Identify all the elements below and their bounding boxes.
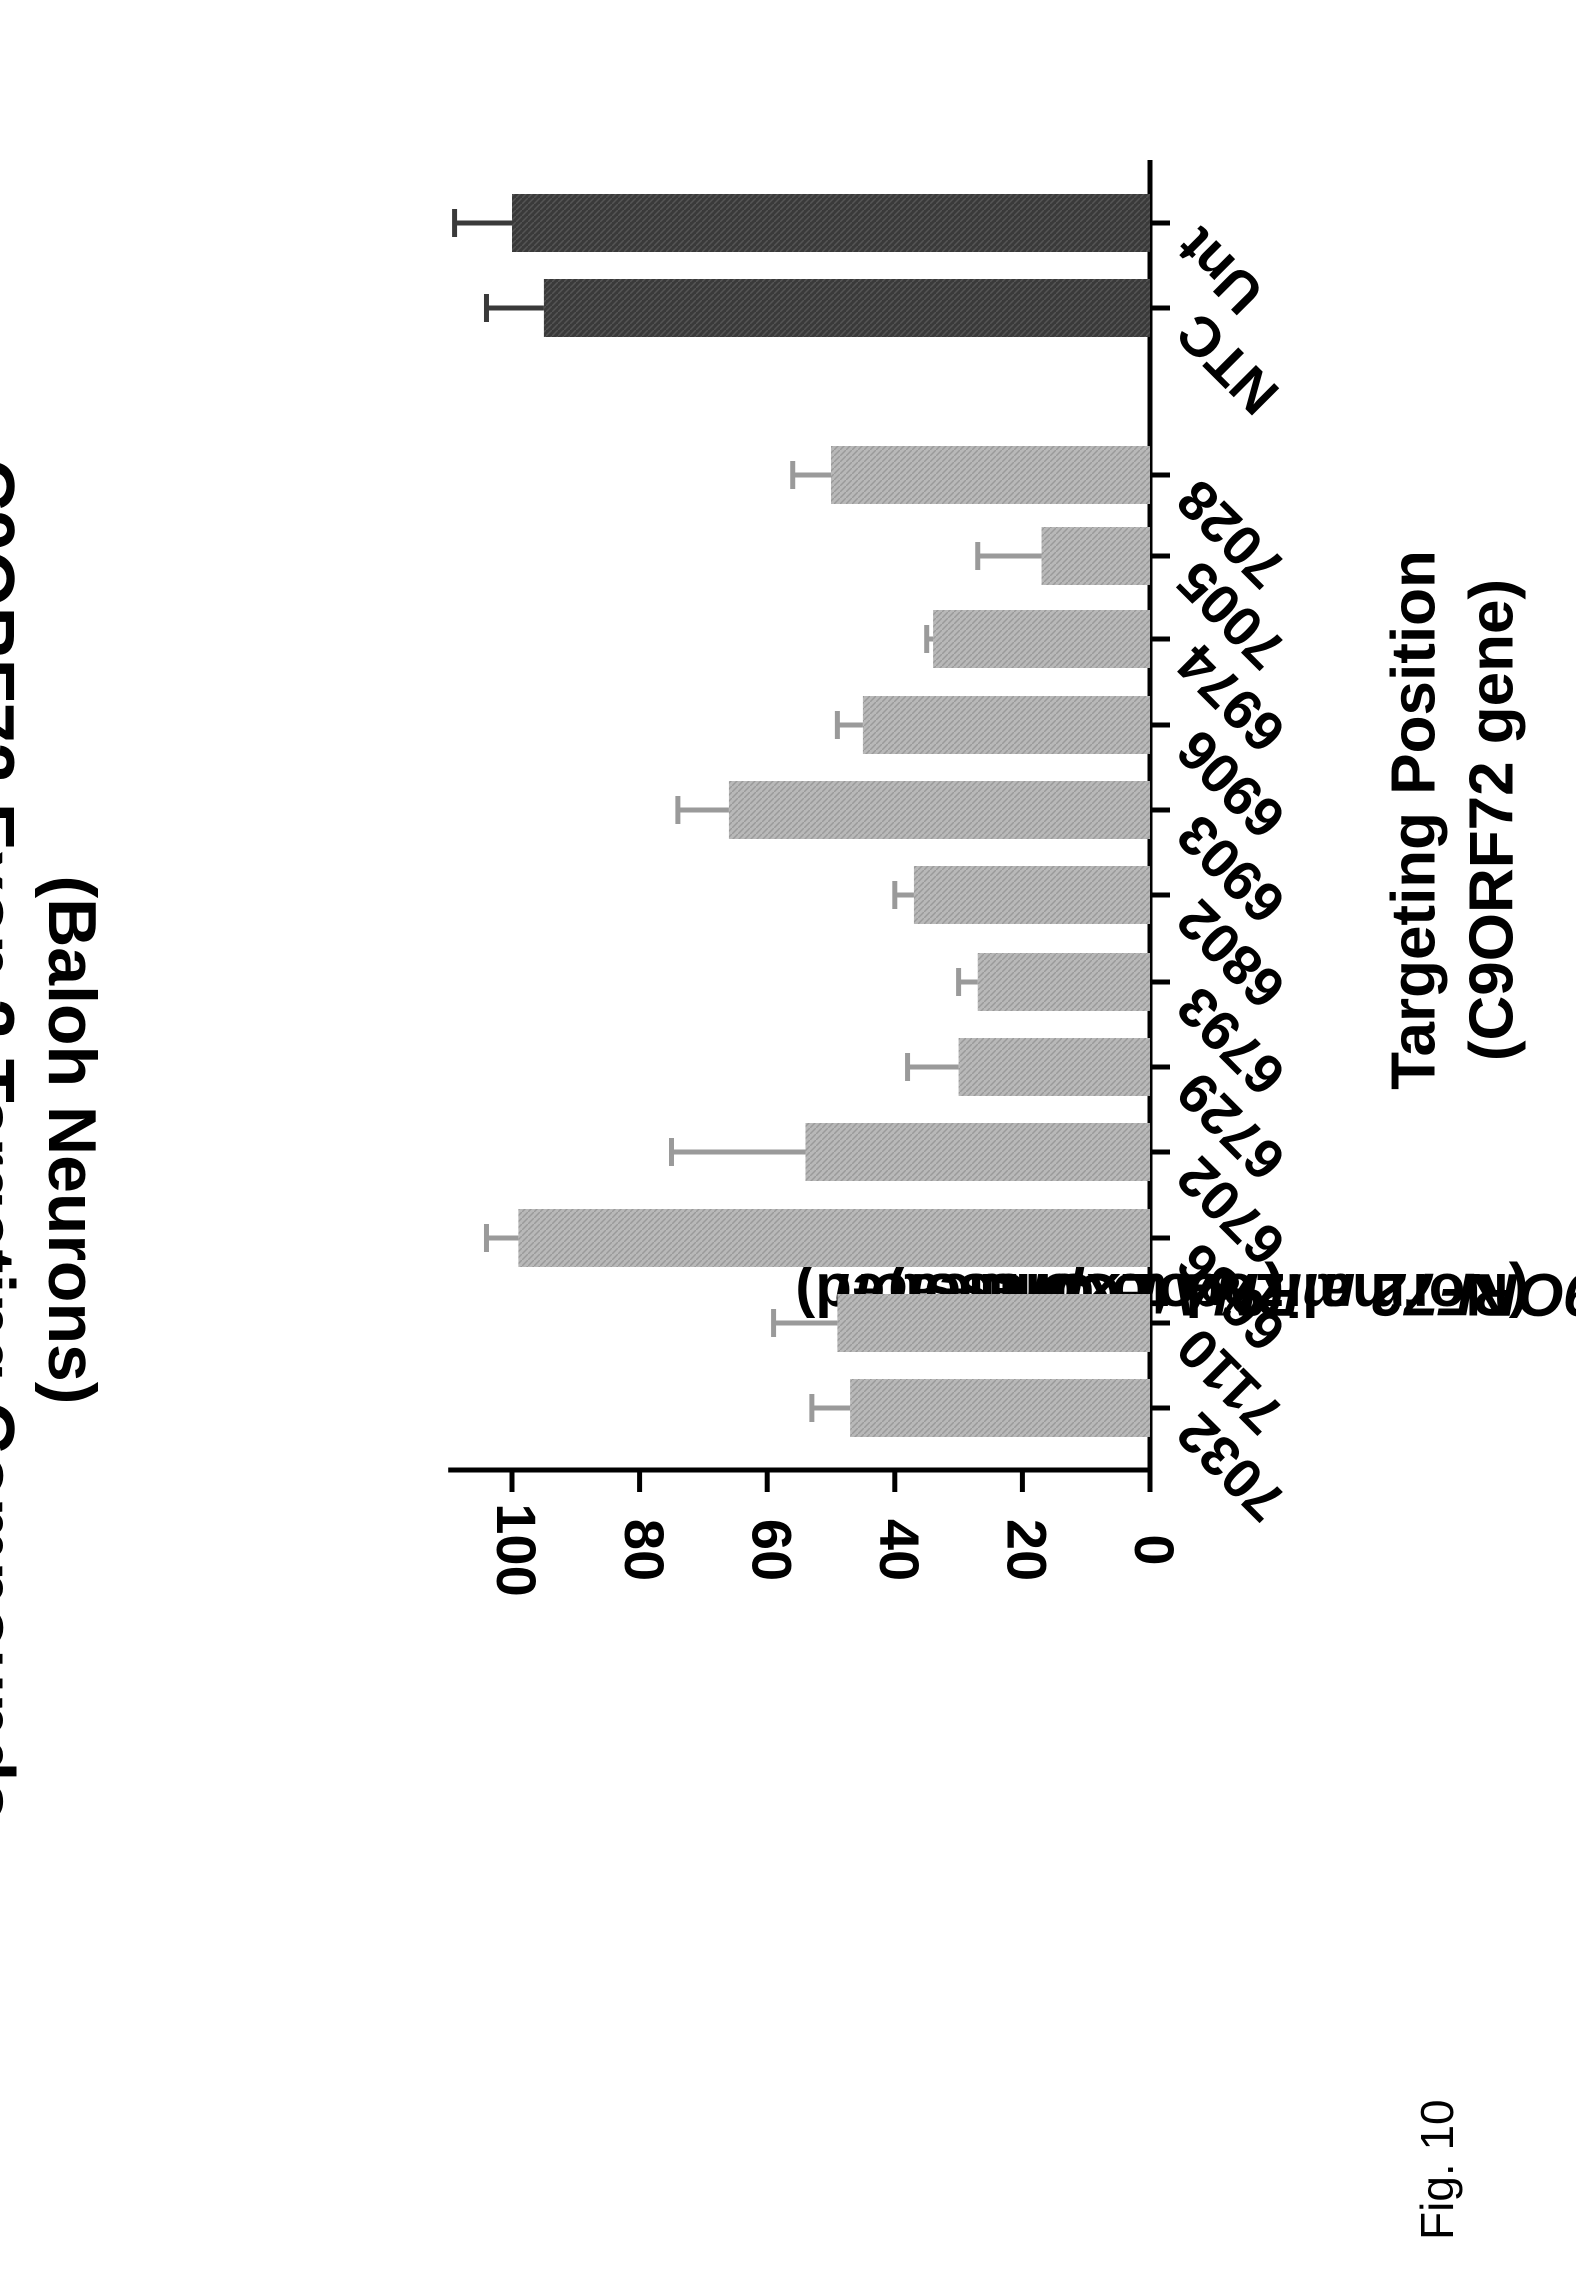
bar-7032	[850, 1379, 1150, 1437]
value-tick-label: 100	[485, 1503, 548, 1596]
chart-title: C9ORF72 Exon 2 Targeting Compounds	[0, 459, 28, 1822]
bar-7005	[1041, 527, 1150, 585]
bar-6974	[933, 610, 1150, 668]
plot-area: 0204060801007032711066866702672967936802…	[448, 160, 1297, 1597]
value-tick-label: 80	[613, 1519, 676, 1581]
bar-7028	[831, 446, 1150, 504]
figure-label: Fig. 10	[1411, 2099, 1463, 2240]
bar-6906	[862, 696, 1150, 754]
value-tick-label: 60	[740, 1519, 803, 1581]
x-axis-label-line-1: Targeting Position	[1379, 550, 1448, 1090]
category-label-Unt: Unt	[1164, 216, 1275, 327]
bar-6729	[958, 1038, 1150, 1096]
bar-6802	[913, 866, 1150, 924]
bar-7110	[837, 1294, 1150, 1352]
chart-subtitle: (Baloh Neurons)	[34, 876, 110, 1405]
value-tick-label: 0	[1123, 1534, 1186, 1565]
value-tick-label: 20	[996, 1519, 1059, 1581]
bar-6686	[518, 1209, 1150, 1267]
value-tick-label: 40	[868, 1519, 931, 1581]
bar-6702	[805, 1123, 1150, 1181]
x-axis-label-line-2: (C9ORF72 gene)	[1457, 579, 1526, 1061]
bar-6903	[728, 781, 1150, 839]
bar-NTC	[543, 279, 1150, 337]
bar-6793	[977, 953, 1150, 1011]
bar-Unt	[512, 194, 1150, 252]
